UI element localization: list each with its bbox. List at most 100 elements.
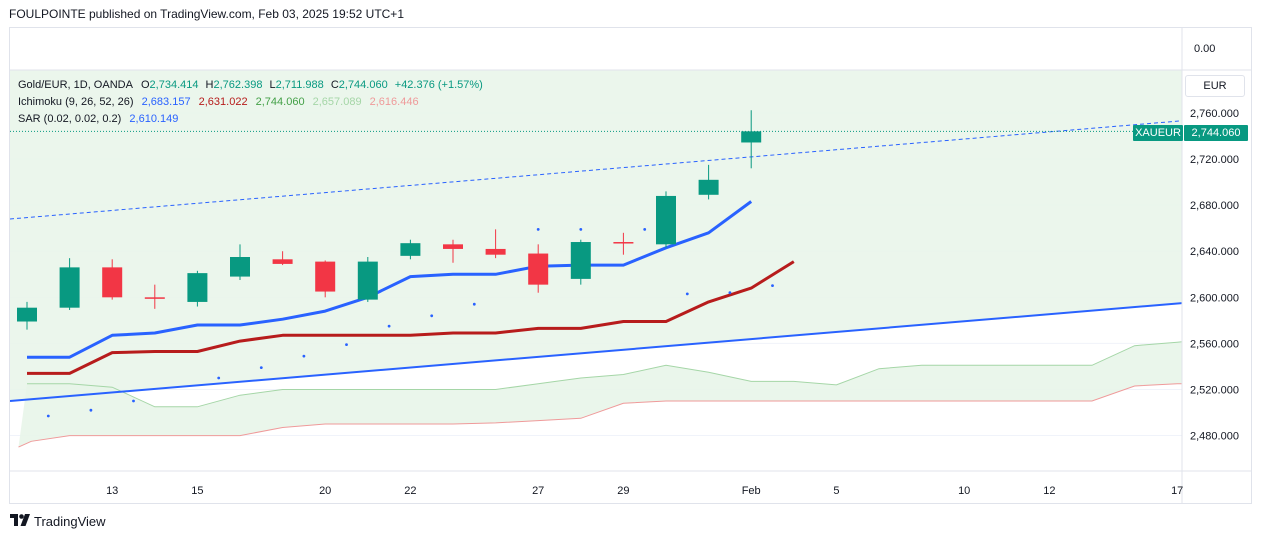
y-tick-label: 2,520.000 [1190, 384, 1239, 396]
candle-body [144, 297, 165, 299]
candle [443, 239, 463, 263]
candle-body [102, 267, 123, 298]
y-tick-label: 2,600.000 [1190, 292, 1239, 304]
candle-body [315, 261, 336, 292]
symbol-price-tag: XAUEUR [1133, 125, 1183, 141]
sar-dot [643, 228, 647, 231]
candle [570, 239, 591, 285]
sar-dot [728, 291, 732, 295]
legend-sar-value: 2,610.149 [129, 113, 179, 125]
candle [144, 284, 165, 309]
last-price-tag: 2,744.060 [1184, 125, 1248, 141]
candle-body [741, 131, 762, 143]
sar-dot [430, 314, 434, 318]
x-tick-label: 12 [1043, 485, 1055, 497]
legend-ichimoku-base: 2,631.022 [198, 96, 248, 108]
candle-body [230, 257, 250, 277]
sar-dot [302, 354, 306, 358]
sar-dot [89, 408, 93, 412]
candle [698, 164, 719, 200]
candle [613, 232, 634, 255]
candle [315, 260, 336, 298]
candle [230, 244, 250, 281]
legend-change: +42.376 (+1.57%) [394, 79, 483, 91]
legend-symbol: Gold/EUR, 1D, OANDA O2,734.414 H2,762.39… [18, 79, 488, 91]
sar-dot [579, 228, 583, 231]
sar-dot [345, 343, 348, 346]
candle-body [698, 179, 719, 195]
legend-ichimoku-conversion: 2,683.157 [141, 96, 191, 108]
x-tick-label: 27 [532, 485, 544, 497]
indicator-lines [10, 120, 1182, 402]
x-tick-label: 5 [833, 485, 839, 497]
candle [485, 229, 506, 259]
sar-dot [771, 284, 774, 287]
candles [17, 110, 762, 330]
legend-high: H2,762.398 [205, 79, 263, 91]
base-line [27, 260, 795, 375]
tradingview-brand: TradingView [10, 513, 106, 529]
dashed-trendline [10, 120, 1182, 220]
candle-body [528, 253, 549, 285]
sar-dot [259, 366, 263, 369]
publish-header: FOULPOINTE published on TradingView.com,… [9, 7, 404, 21]
sar-dot [132, 399, 135, 403]
candle [272, 251, 293, 266]
x-tick-label: 22 [404, 485, 416, 497]
chart-frame [9, 27, 1252, 504]
candle [528, 244, 549, 293]
tradingview-logo-icon [10, 514, 30, 529]
candle-body [187, 273, 208, 302]
x-tick-label: 13 [106, 485, 118, 497]
candle [59, 258, 80, 310]
leading-span-b [18, 383, 1182, 448]
conversion-line [27, 200, 753, 359]
x-tick-label: 10 [958, 485, 970, 497]
sar-dot [387, 324, 391, 328]
candle-body [656, 195, 676, 245]
candle [17, 301, 37, 330]
legend-sar-label: SAR (0.02, 0.02, 0.2) [18, 113, 122, 125]
candle [741, 110, 762, 169]
candle-body [570, 242, 591, 279]
legend-low: L2,711.988 [269, 79, 324, 91]
candle [656, 191, 676, 248]
candle-body [613, 242, 634, 244]
x-tick-label: 20 [319, 485, 331, 497]
legend-symbol-label: Gold/EUR, 1D, OANDA [18, 79, 133, 91]
sar-dot [685, 292, 689, 296]
sar-dots [46, 228, 774, 418]
legend-ichimoku-lagging: 2,744.060 [255, 96, 305, 108]
legend-ichimoku-label: Ichimoku (9, 26, 52, 26) [18, 96, 134, 108]
channel-background [10, 70, 1182, 401]
candle [400, 239, 421, 260]
sar-dot [217, 376, 221, 380]
legend-ichimoku-span-b: 2,616.446 [369, 96, 419, 108]
legend-close: C2,744.060 [330, 79, 388, 91]
tradingview-brand-label: TradingView [34, 514, 106, 530]
x-tick-label: 17 [1171, 485, 1183, 497]
sar-dot [46, 414, 50, 418]
y-tick-label: 2,560.000 [1190, 338, 1239, 350]
ichimoku-cloud [10, 70, 1182, 448]
y-extra-label: 0.00 [1194, 43, 1215, 55]
candle [102, 259, 123, 300]
candle-body [357, 261, 378, 300]
sar-dot [536, 228, 540, 231]
candle-body [443, 244, 463, 249]
y-tick-label: 2,720.000 [1190, 154, 1239, 166]
trendline [10, 302, 1182, 402]
candle [357, 257, 378, 302]
candle [187, 270, 208, 307]
x-tick-label: Feb [742, 485, 761, 497]
x-tick-label: 29 [617, 485, 629, 497]
axes: 2,760.000 2,720.000 2,680.000 2,640.000 2,60… [10, 27, 1252, 504]
currency-button[interactable]: EUR [1185, 75, 1245, 97]
candle-body [485, 248, 506, 255]
candle-body [400, 243, 421, 256]
candle-body [272, 259, 293, 264]
legend-ichimoku: Ichimoku (9, 26, 52, 26) 2,683.157 2,631… [18, 96, 424, 108]
legend-ichimoku-span-a: 2,657.089 [312, 96, 362, 108]
sar-dot [472, 302, 476, 306]
